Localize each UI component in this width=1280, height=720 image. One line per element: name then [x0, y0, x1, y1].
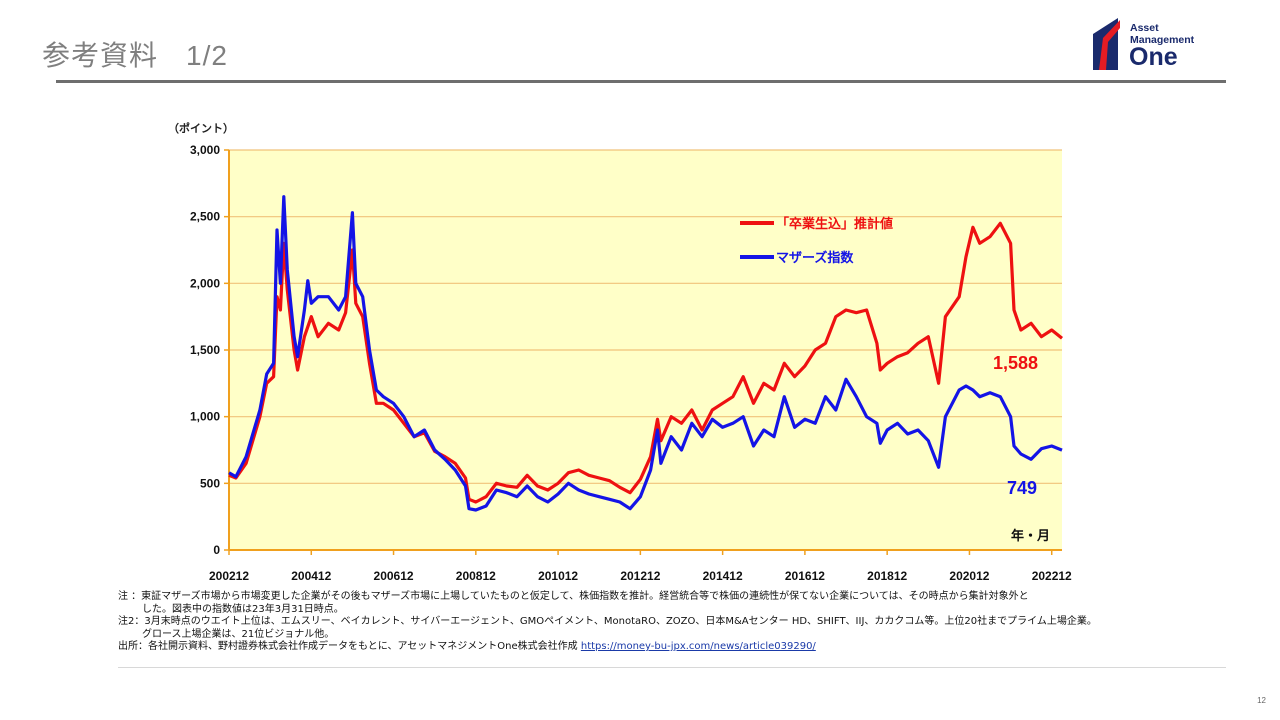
x-tick-label: 201012 [538, 569, 578, 583]
logo-text-asset: Asset [1130, 22, 1159, 34]
x-tick-label: 201612 [785, 569, 825, 583]
x-tick-label: 201212 [620, 569, 660, 583]
company-logo: Asset Management One [1090, 16, 1220, 72]
legend-label: 「卒業生込」推計値 [776, 216, 893, 232]
note-1: 注 ：東証マザーズ市場から市場変更した企業がその後もマザーズ市場に上場していたも… [118, 591, 1029, 602]
legend-label: マザーズ指数 [776, 250, 854, 266]
x-tick-label: 201812 [867, 569, 907, 583]
x-tick-label: 201412 [703, 569, 743, 583]
source-link[interactable]: https://money-bu-jpx.com/news/article039… [580, 641, 816, 653]
y-tick-label: 2,500 [190, 210, 220, 224]
y-tick-label: 1,500 [190, 343, 220, 357]
x-axis-label: 年・月 [1011, 528, 1050, 544]
title-divider [56, 80, 1226, 83]
index-line-chart: （ポイント） 3,000 2,500 2,000 1,500 1,000 500 0 200… [168, 121, 1072, 583]
series-line-mothers-index [228, 195, 1063, 512]
footnotes: 注 ：東証マザーズ市場から市場変更した企業がその後もマザーズ市場に上場していたも… [118, 591, 1178, 654]
page-number: 12 [1257, 696, 1266, 705]
x-axis-ticks: 200212 200412 200612 200812 201012 201212 2014… [209, 550, 1072, 583]
source-text: 出所：各社開示資料、野村證券株式会社作成データをもとに、アセットマネジメントOn… [118, 641, 578, 653]
end-value-label: 749 [1007, 478, 1037, 498]
x-tick-label: 200812 [456, 569, 496, 583]
y-tick-label: 1,000 [190, 410, 220, 424]
y-tick-label: 0 [213, 543, 220, 557]
page-indicator: 1/2 [186, 40, 228, 71]
axes [228, 150, 1062, 551]
y-tick-label: 3,000 [190, 143, 220, 157]
x-tick-label: 200212 [209, 569, 249, 583]
source-line: 出所：各社開示資料、野村證券株式会社作成データをもとに、アセットマネジメントOn… [118, 641, 1178, 654]
logo-mark-icon [1093, 18, 1120, 70]
x-tick-label: 200412 [291, 569, 331, 583]
footer-divider [118, 667, 1226, 668]
x-tick-label: 202012 [949, 569, 989, 583]
y-tick-label: 2,000 [190, 276, 220, 290]
series-line-graduates-included [228, 221, 1064, 504]
x-tick-label: 200612 [374, 569, 414, 583]
end-value-labels: 1,588 749 [993, 353, 1038, 498]
end-value-label: 1,588 [993, 353, 1038, 373]
page-title: 参考資料 [42, 39, 159, 72]
logo-text-one: One [1129, 43, 1178, 71]
series-lines [228, 195, 1064, 512]
y-tick-label: 500 [200, 476, 220, 490]
y-axis-ticks: 3,000 2,500 2,000 1,500 1,000 500 0 [190, 143, 229, 557]
y-unit-label: （ポイント） [168, 121, 234, 135]
logo-text-management: Management [1130, 34, 1195, 46]
page-title-block: 参考資料 1/2 [42, 34, 228, 74]
note-2-continued: グロース上場企業は、21位ビジョナル他。 [142, 628, 335, 640]
note-1-continued: した。図表中の指数値は23年3月31日時点。 [142, 603, 344, 615]
x-tick-label: 202212 [1032, 569, 1072, 583]
note-2: 注2：3月末時点のウエイト上位は、エムスリー、ベイカレント、サイバーエージェント… [118, 616, 1097, 628]
